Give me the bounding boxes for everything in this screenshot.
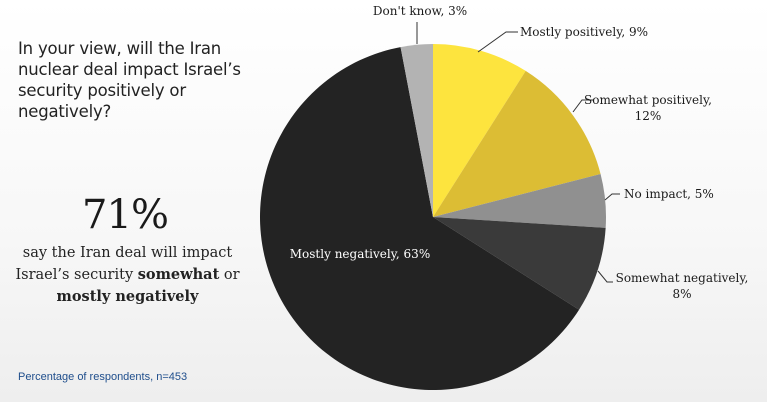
pie-slice-mostly-negatively [260, 47, 580, 391]
pie-slice-somewhat-negatively [433, 217, 606, 310]
pie-slice-no-impact [433, 173, 606, 228]
slice-label-line: Mostly positively, 9% [520, 25, 648, 39]
headline-text-1: say the Iran deal will impact Israel’s s… [15, 245, 233, 283]
slice-label-line: Somewhat negatively, [616, 271, 749, 285]
slice-label-line: 12% [635, 109, 662, 123]
headline-emphasis-somewhat: somewhat [137, 266, 220, 283]
pie-slice-mostly-positively [433, 44, 526, 217]
slice-label-somewhat-positively: Somewhat positively, 12% [584, 93, 712, 123]
leader-line-somewhat-positively [572, 99, 593, 113]
leader-line-no-impact [604, 193, 620, 201]
slice-label-line: Somewhat positively, [584, 93, 712, 107]
slice-label-line: Don't know, 3% [373, 4, 467, 18]
headline-emphasis-mostly-negatively: mostly negatively [56, 288, 199, 305]
leader-line-somewhat-negatively [597, 270, 613, 283]
slice-label-mostly-positively: Mostly positively, 9% [520, 25, 648, 39]
leader-line-mostly-positively [477, 31, 518, 53]
slice-label-somewhat-negatively: Somewhat negatively, 8% [616, 271, 749, 301]
slice-label-mostly-negatively: Mostly negatively, 63% [290, 247, 430, 261]
leader-lines [416, 22, 620, 283]
slice-labels: Mostly positively, 9% Somewhat positively… [290, 4, 749, 301]
question-text: In your view, will the Iran nuclear deal… [18, 39, 241, 121]
slice-label-no-impact: No impact, 5% [624, 187, 714, 201]
pie-slice-don-t-know [400, 44, 433, 217]
headline-percentage: 71% [82, 192, 169, 238]
headline-text-2: or [219, 267, 240, 283]
headline-description: say the Iran deal will impact Israel’s s… [10, 243, 245, 308]
pie-slice-somewhat-positively [433, 70, 601, 217]
slice-label-line: No impact, 5% [624, 187, 714, 201]
slice-label-line: 8% [672, 287, 691, 301]
slice-label-line: Mostly negatively, 63% [290, 247, 430, 261]
sample-note: Percentage of respondents, n=453 [18, 371, 188, 383]
pie-slices [260, 44, 606, 391]
slice-label-don-t-know: Don't know, 3% [373, 4, 467, 18]
